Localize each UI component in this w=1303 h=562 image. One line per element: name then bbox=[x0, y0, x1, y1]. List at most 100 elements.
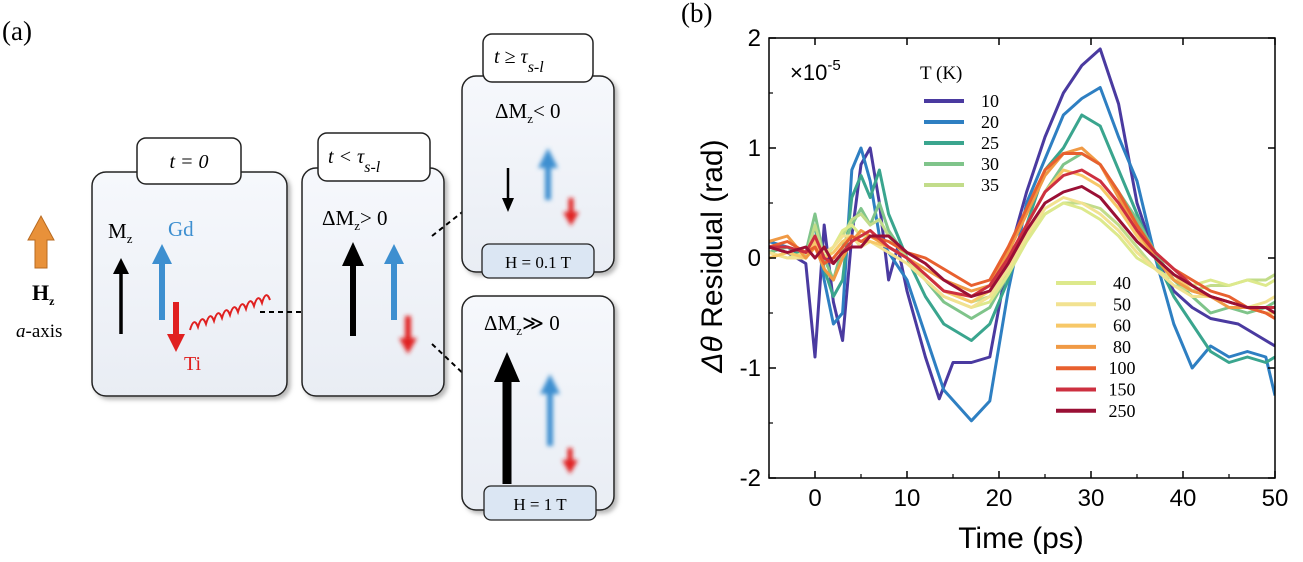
field-badge-high-label: H = 1 T bbox=[513, 495, 567, 514]
box-low-field: t ≥ τs-l ΔMz< 0 H = 0.1 T bbox=[461, 33, 615, 279]
mz-subscript: z bbox=[127, 231, 133, 246]
y-tick-label: -1 bbox=[740, 355, 761, 382]
field-badge-low bbox=[481, 243, 595, 279]
legend-label-50K: 50 bbox=[1113, 294, 1131, 314]
y-tick-label: 1 bbox=[748, 135, 761, 162]
legend-label-20K: 20 bbox=[981, 112, 999, 132]
box-tless-title-sub: s-l bbox=[364, 159, 381, 176]
mz-arrow-icon bbox=[494, 352, 520, 484]
box-t0: t = 0 Mz Gd Ti bbox=[91, 137, 288, 397]
box-tless-tab bbox=[317, 132, 431, 182]
svg-text:ΔMz< 0: ΔMz< 0 bbox=[495, 99, 561, 126]
box-high-delta-sub: z bbox=[516, 323, 522, 338]
box-tless: t < τs-l ΔMz> 0 bbox=[301, 132, 445, 397]
legend-label-30K: 30 bbox=[981, 154, 999, 174]
box-t0-tab bbox=[136, 137, 242, 185]
legend-label-40K: 40 bbox=[1113, 273, 1131, 293]
legend-label-10K: 10 bbox=[981, 91, 999, 111]
svg-text:Mz: Mz bbox=[108, 219, 133, 246]
legend-label-25K: 25 bbox=[981, 133, 999, 153]
legend-label-100K: 100 bbox=[1109, 358, 1136, 378]
mz-arrow-icon bbox=[342, 242, 364, 336]
gd-label: Gd bbox=[168, 217, 194, 241]
box-tless-delta-sub: z bbox=[354, 218, 360, 233]
ti-arrow-icon-blurred bbox=[562, 448, 578, 474]
legend-label-150K: 150 bbox=[1109, 380, 1136, 400]
box-high-delta-rel: ≫ 0 bbox=[522, 311, 560, 335]
svg-text:Δθ Residual (rad): Δθ Residual (rad) bbox=[696, 139, 729, 373]
legend-label-250K: 250 bbox=[1109, 401, 1136, 421]
svg-text:Hz: Hz bbox=[32, 280, 55, 308]
field-subscript: z bbox=[49, 294, 55, 308]
box-tless-frame bbox=[301, 167, 445, 397]
svg-text:a-axis: a-axis bbox=[16, 321, 62, 342]
y-tick-label: 0 bbox=[748, 245, 761, 272]
x-tick-label: 10 bbox=[894, 485, 921, 512]
x-tick-label: 50 bbox=[1262, 485, 1289, 512]
mz-arrow-icon bbox=[113, 258, 129, 334]
x-axis-label: Time (ps) bbox=[958, 522, 1084, 555]
mz-label: M bbox=[108, 219, 127, 243]
box-tless-delta-rel: > 0 bbox=[360, 206, 388, 230]
scale-exponent: -5 bbox=[827, 57, 840, 74]
gd-arrow-icon bbox=[384, 244, 404, 320]
y-tick-label: 2 bbox=[748, 25, 761, 52]
field-symbol: H bbox=[32, 280, 49, 305]
x-tick-label: 0 bbox=[808, 485, 821, 512]
field-badge-low-label: H = 0.1 T bbox=[505, 253, 572, 272]
box-tgeq-title: t ≥ τ bbox=[494, 46, 529, 68]
gd-arrow-icon-blurred bbox=[538, 148, 558, 200]
series-line-20K bbox=[769, 86, 1275, 423]
field-badge-high bbox=[483, 485, 597, 521]
panel-a-label: (a) bbox=[2, 16, 32, 46]
box-t0-title: t = 0 bbox=[169, 151, 208, 173]
box-low-delta-rel: < 0 bbox=[533, 99, 561, 123]
panel-b: (b) ×10-5 T (K) Time (ps) Δθ Residual (r… bbox=[681, 0, 1288, 555]
legend-label-80K: 80 bbox=[1113, 337, 1131, 357]
box-low-delta: ΔM bbox=[495, 99, 528, 123]
mz-arrow-icon bbox=[502, 168, 514, 212]
box-tgeq-title-sub: s-l bbox=[528, 59, 545, 76]
ti-arrow-icon-blurred bbox=[563, 198, 579, 226]
x-tick-label: 40 bbox=[1170, 485, 1197, 512]
box-tgeq-tab bbox=[482, 33, 594, 83]
legend-title: T (K) bbox=[920, 63, 962, 84]
x-tick-label: 20 bbox=[986, 485, 1013, 512]
box-low-delta-sub: z bbox=[527, 111, 533, 126]
axis-rest: -axis bbox=[26, 321, 63, 342]
field-arrow-icon bbox=[27, 214, 55, 269]
box-high-field: ΔMz≫ 0 H = 1 T bbox=[461, 295, 615, 521]
scale-label: ×10 bbox=[790, 60, 827, 85]
svg-text:×10-5: ×10-5 bbox=[790, 57, 841, 85]
svg-text:ΔMz> 0: ΔMz> 0 bbox=[322, 206, 388, 233]
y-axis-symbol: Δθ bbox=[696, 335, 729, 373]
chart-series-group bbox=[769, 47, 1275, 423]
svg-text:ΔMz≫ 0: ΔMz≫ 0 bbox=[484, 311, 560, 338]
legend-label-35K: 35 bbox=[981, 175, 999, 195]
panel-b-label: (b) bbox=[681, 0, 712, 28]
series-line-50K bbox=[769, 196, 1275, 309]
ti-arrow-icon-blurred bbox=[399, 316, 417, 354]
gd-arrow-icon-blurred bbox=[540, 374, 560, 446]
box-tless-delta: ΔM bbox=[322, 206, 355, 230]
box-tless-title: t < τ bbox=[328, 146, 365, 168]
ti-arrow-icon bbox=[167, 302, 185, 352]
series-line-100K bbox=[769, 152, 1275, 320]
panel-a: (a) Hz a-axis t = 0 Mz Gd bbox=[2, 16, 615, 521]
box-high-delta: ΔM bbox=[484, 311, 517, 335]
series-line-250K bbox=[769, 185, 1275, 315]
gd-arrow-icon bbox=[152, 244, 172, 320]
field-indicator: Hz a-axis bbox=[16, 214, 62, 342]
y-tick-label: -2 bbox=[740, 465, 761, 492]
ti-label: Ti bbox=[184, 353, 202, 375]
svg-text:t ≥ τs-l: t ≥ τs-l bbox=[494, 46, 544, 76]
x-tick-label: 30 bbox=[1078, 485, 1105, 512]
legend-label-60K: 60 bbox=[1113, 316, 1131, 336]
svg-text:t < τs-l: t < τs-l bbox=[328, 146, 381, 176]
laser-pulse-icon bbox=[189, 294, 271, 331]
series-line-25K bbox=[769, 113, 1275, 364]
y-axis-label: Residual (rad) bbox=[696, 139, 729, 336]
